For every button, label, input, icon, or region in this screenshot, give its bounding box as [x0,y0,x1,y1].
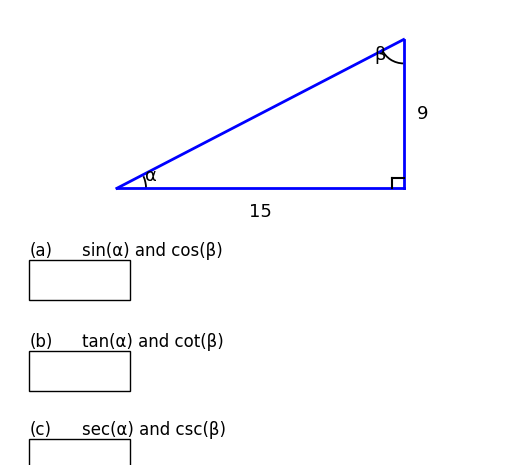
Text: 15: 15 [249,203,272,220]
Text: β: β [374,46,386,64]
Text: sec(α) and csc(β): sec(α) and csc(β) [82,421,226,439]
Text: 9: 9 [416,105,428,123]
Text: tan(α) and cot(β): tan(α) and cot(β) [82,333,224,351]
Text: (b): (b) [29,333,53,351]
FancyBboxPatch shape [29,439,130,465]
Text: (c): (c) [29,421,51,439]
FancyBboxPatch shape [29,351,130,391]
Text: α: α [145,167,157,185]
Text: (a): (a) [29,242,52,260]
Text: sin(α) and cos(β): sin(α) and cos(β) [82,242,223,260]
FancyBboxPatch shape [29,260,130,300]
